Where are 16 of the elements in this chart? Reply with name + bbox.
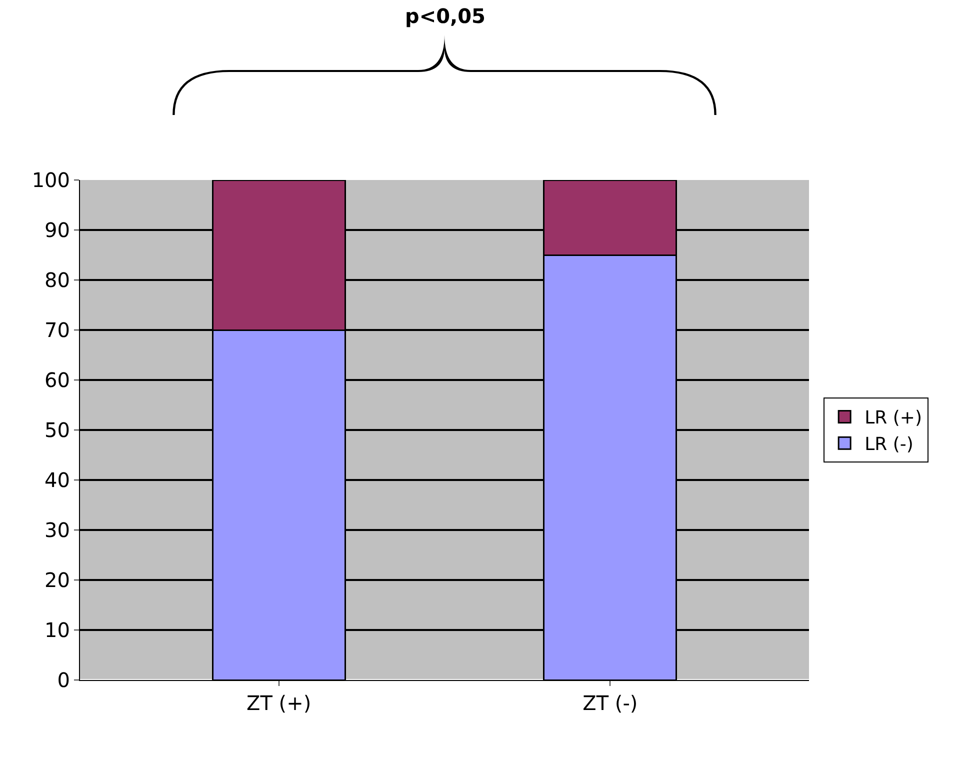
y-tick-label: 40 [44,468,70,492]
y-tick-label: 20 [44,568,70,592]
text: p<0,05 [405,4,486,28]
x-tick-label: ZT (+) [246,691,312,715]
y-tick-label: 0 [57,668,70,692]
y-tick-label: 100 [32,168,70,192]
legend-label: LR (-) [864,434,914,456]
y-tick-label: 10 [44,618,70,642]
y-tick-label: 30 [44,518,70,542]
legend-label: LR (+) [864,408,922,429]
y-tick-label: 80 [44,268,70,292]
y-tick-label: 60 [44,368,70,392]
y-tick-label: 90 [44,218,70,242]
y-tick-label: 70 [44,318,70,342]
x-tick-label: ZT (-) [582,691,638,715]
y-tick-label: 50 [44,418,70,442]
